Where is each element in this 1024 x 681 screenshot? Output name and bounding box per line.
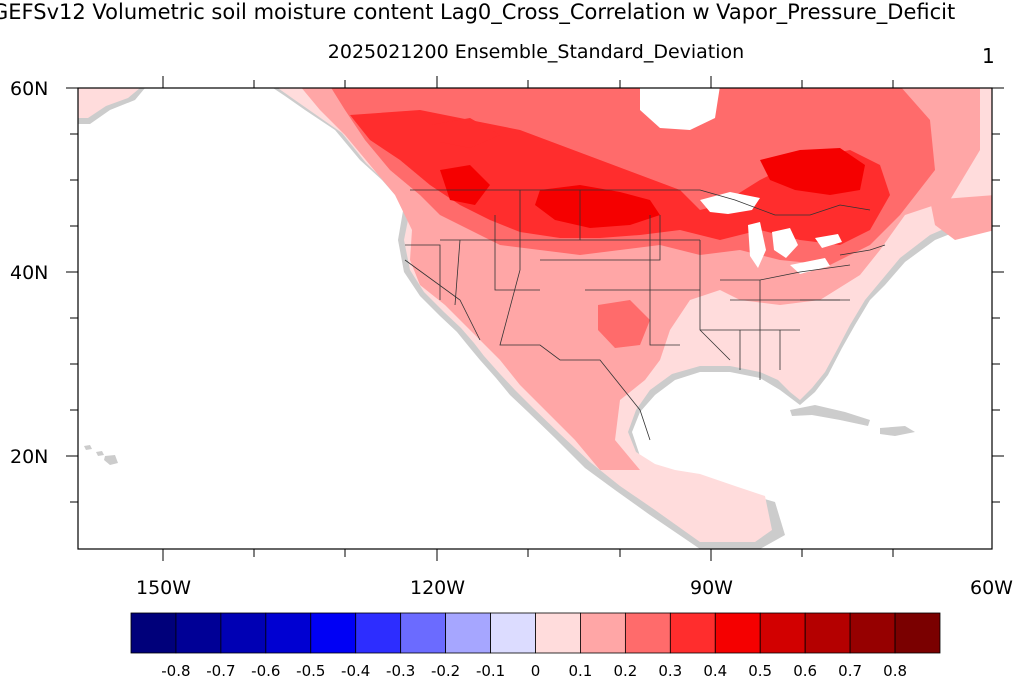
colorbar-tick-label: 0.2 — [613, 662, 638, 680]
great-lakes — [700, 192, 842, 274]
panel-number: 1 — [982, 44, 995, 68]
colorbar-box — [624, 612, 671, 654]
colorbar-tick-label: -0.7 — [206, 662, 236, 680]
lat-label-60n: 60N — [10, 78, 49, 100]
colorbar-tick-label: -0.5 — [296, 662, 326, 680]
map-plot-area — [78, 88, 992, 549]
lon-label-90w: 90W — [690, 577, 733, 599]
colorbar-tick-label: -0.4 — [341, 662, 371, 680]
colorbar-tick-label: 0.7 — [838, 662, 863, 680]
colorbar-tick-label: 0.6 — [793, 662, 818, 680]
colorbar-box — [714, 612, 761, 654]
lat-label-20n: 20N — [10, 446, 49, 468]
colorbar-box — [220, 612, 267, 654]
lon-label-120w: 120W — [410, 577, 466, 599]
lon-label-150w: 150W — [136, 577, 192, 599]
colorbar-box — [400, 612, 447, 654]
field-level-0-3-sw — [598, 300, 650, 348]
field-level-0-4 — [350, 110, 890, 245]
hudson-bay — [640, 88, 720, 130]
colorbar-box — [355, 612, 402, 654]
colorbar-tick-label: -0.1 — [475, 662, 506, 680]
colorbar-tick-label: 0.5 — [748, 662, 773, 680]
colorbar-box — [265, 612, 312, 654]
cuba — [790, 405, 870, 426]
colorbar-tick-label: -0.3 — [386, 662, 416, 680]
colorbar-box — [535, 612, 581, 654]
colorbar — [130, 612, 941, 654]
colorbar-box — [849, 612, 896, 654]
colorbar-tick-label: 0.3 — [658, 662, 683, 680]
alaska-land — [78, 88, 140, 118]
colorbar-tick-label: 0.8 — [883, 662, 908, 680]
lat-label-40n: 40N — [10, 262, 49, 284]
hispaniola — [880, 426, 915, 436]
colorbar-tick-label: -0.2 — [430, 662, 461, 680]
colorbar-tick-label: -0.6 — [251, 662, 281, 680]
lon-label-60w: 60W — [970, 577, 1013, 599]
colorbar-tick-label: 0 — [530, 662, 541, 680]
colorbar-box — [175, 612, 222, 654]
hawaii-islands — [84, 445, 118, 465]
field-level-0-2-east — [930, 195, 992, 240]
colorbar-box — [669, 612, 716, 654]
field-level-0-5-midwest — [535, 185, 660, 228]
field-level-0-5-west — [440, 165, 490, 205]
colorbar-box — [759, 612, 806, 654]
colorbar-box — [310, 612, 357, 654]
colorbar-box — [130, 612, 177, 654]
axis-ticks — [66, 76, 1004, 561]
field-level-0-5-quebec — [760, 148, 865, 195]
field-level-0-4-north — [430, 118, 500, 148]
political-boundaries — [404, 189, 886, 441]
map-subtitle: 2025021200 Ensemble_Standard_Deviation — [327, 41, 745, 63]
colorbar-box — [490, 612, 536, 654]
colorbar-box — [894, 612, 941, 654]
colorbar-tick-label: 0.4 — [703, 662, 728, 680]
colorbar-box — [580, 612, 626, 654]
map-title: GEFSv12 Volumetric soil moisture content… — [0, 0, 956, 24]
colorbar-box — [445, 612, 491, 654]
colorbar-tick-label: 0.1 — [568, 662, 593, 680]
colorbar-tick-label: -0.8 — [161, 662, 191, 680]
colorbar-box — [804, 612, 851, 654]
